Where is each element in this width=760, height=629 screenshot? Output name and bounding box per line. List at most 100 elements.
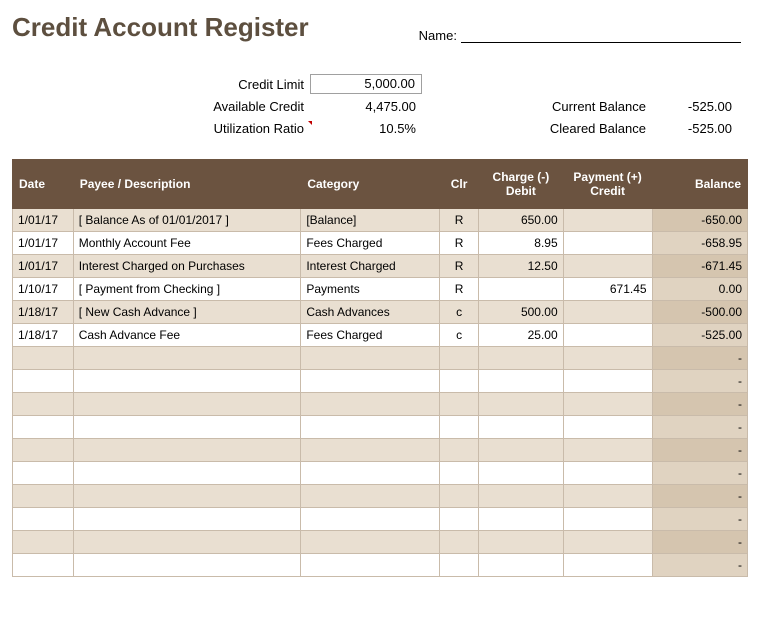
cell-category[interactable] bbox=[301, 531, 440, 554]
table-row[interactable]: 1/10/17[ Payment from Checking ]Payments… bbox=[13, 278, 748, 301]
cell-credit[interactable] bbox=[563, 370, 652, 393]
cell-date[interactable]: 1/18/17 bbox=[13, 301, 74, 324]
cell-category[interactable]: Fees Charged bbox=[301, 232, 440, 255]
table-row[interactable]: 1/18/17Cash Advance FeeFees Chargedc25.0… bbox=[13, 324, 748, 347]
cell-clr[interactable] bbox=[440, 370, 479, 393]
cell-clr[interactable] bbox=[440, 531, 479, 554]
cell-clr[interactable] bbox=[440, 416, 479, 439]
cell-debit[interactable] bbox=[479, 462, 564, 485]
cell-clr[interactable]: R bbox=[440, 278, 479, 301]
cell-balance[interactable]: - bbox=[652, 531, 747, 554]
table-row[interactable]: - bbox=[13, 462, 748, 485]
cell-date[interactable] bbox=[13, 485, 74, 508]
cell-date[interactable] bbox=[13, 439, 74, 462]
cell-credit[interactable] bbox=[563, 301, 652, 324]
cell-clr[interactable] bbox=[440, 508, 479, 531]
cell-date[interactable] bbox=[13, 347, 74, 370]
cell-date[interactable] bbox=[13, 508, 74, 531]
cell-credit[interactable] bbox=[563, 255, 652, 278]
cell-date[interactable]: 1/10/17 bbox=[13, 278, 74, 301]
cell-balance[interactable]: -671.45 bbox=[652, 255, 747, 278]
cell-category[interactable]: Cash Advances bbox=[301, 301, 440, 324]
cell-debit[interactable] bbox=[479, 439, 564, 462]
cell-clr[interactable]: c bbox=[440, 324, 479, 347]
cell-credit[interactable] bbox=[563, 554, 652, 577]
cell-category[interactable]: Interest Charged bbox=[301, 255, 440, 278]
name-input-line[interactable] bbox=[461, 25, 741, 43]
cell-date[interactable] bbox=[13, 393, 74, 416]
table-row[interactable]: - bbox=[13, 439, 748, 462]
cell-debit[interactable]: 8.95 bbox=[479, 232, 564, 255]
cell-payee[interactable] bbox=[73, 485, 301, 508]
cell-clr[interactable]: R bbox=[440, 209, 479, 232]
cell-date[interactable]: 1/01/17 bbox=[13, 232, 74, 255]
cell-credit[interactable] bbox=[563, 485, 652, 508]
cell-date[interactable]: 1/01/17 bbox=[13, 209, 74, 232]
cell-debit[interactable] bbox=[479, 416, 564, 439]
cell-balance[interactable]: - bbox=[652, 554, 747, 577]
cell-payee[interactable] bbox=[73, 508, 301, 531]
cell-category[interactable] bbox=[301, 554, 440, 577]
cell-category[interactable]: Payments bbox=[301, 278, 440, 301]
cell-date[interactable] bbox=[13, 462, 74, 485]
cell-debit[interactable] bbox=[479, 485, 564, 508]
cell-clr[interactable]: c bbox=[440, 301, 479, 324]
cell-credit[interactable] bbox=[563, 209, 652, 232]
cell-balance[interactable]: - bbox=[652, 347, 747, 370]
table-row[interactable]: - bbox=[13, 370, 748, 393]
cell-debit[interactable]: 500.00 bbox=[479, 301, 564, 324]
cell-debit[interactable] bbox=[479, 531, 564, 554]
cell-balance[interactable]: -650.00 bbox=[652, 209, 747, 232]
cell-balance[interactable]: - bbox=[652, 462, 747, 485]
cell-payee[interactable] bbox=[73, 462, 301, 485]
cell-category[interactable]: [Balance] bbox=[301, 209, 440, 232]
cell-credit[interactable] bbox=[563, 324, 652, 347]
table-row[interactable]: - bbox=[13, 508, 748, 531]
cell-clr[interactable] bbox=[440, 462, 479, 485]
cell-debit[interactable] bbox=[479, 347, 564, 370]
cell-credit[interactable] bbox=[563, 439, 652, 462]
cell-category[interactable] bbox=[301, 508, 440, 531]
cell-debit[interactable] bbox=[479, 508, 564, 531]
cell-clr[interactable]: R bbox=[440, 232, 479, 255]
cell-debit[interactable] bbox=[479, 554, 564, 577]
cell-date[interactable]: 1/18/17 bbox=[13, 324, 74, 347]
cell-balance[interactable]: -525.00 bbox=[652, 324, 747, 347]
cell-date[interactable] bbox=[13, 554, 74, 577]
cell-credit[interactable] bbox=[563, 462, 652, 485]
cell-payee[interactable] bbox=[73, 416, 301, 439]
cell-balance[interactable]: -500.00 bbox=[652, 301, 747, 324]
cell-payee[interactable] bbox=[73, 393, 301, 416]
cell-payee[interactable]: [ New Cash Advance ] bbox=[73, 301, 301, 324]
cell-balance[interactable]: - bbox=[652, 485, 747, 508]
cell-clr[interactable] bbox=[440, 485, 479, 508]
cell-payee[interactable] bbox=[73, 554, 301, 577]
cell-debit[interactable] bbox=[479, 278, 564, 301]
cell-balance[interactable]: - bbox=[652, 370, 747, 393]
cell-balance[interactable]: - bbox=[652, 508, 747, 531]
table-row[interactable]: 1/01/17[ Balance As of 01/01/2017 ][Bala… bbox=[13, 209, 748, 232]
cell-payee[interactable] bbox=[73, 370, 301, 393]
cell-clr[interactable]: R bbox=[440, 255, 479, 278]
cell-payee[interactable] bbox=[73, 439, 301, 462]
cell-payee[interactable]: [ Balance As of 01/01/2017 ] bbox=[73, 209, 301, 232]
table-row[interactable]: - bbox=[13, 531, 748, 554]
cell-category[interactable] bbox=[301, 462, 440, 485]
cell-category[interactable] bbox=[301, 485, 440, 508]
credit-limit-value[interactable]: 5,000.00 bbox=[310, 74, 422, 94]
cell-payee[interactable] bbox=[73, 347, 301, 370]
table-row[interactable]: - bbox=[13, 393, 748, 416]
table-row[interactable]: 1/01/17Monthly Account FeeFees ChargedR8… bbox=[13, 232, 748, 255]
cell-debit[interactable] bbox=[479, 370, 564, 393]
cell-credit[interactable] bbox=[563, 416, 652, 439]
cell-clr[interactable] bbox=[440, 347, 479, 370]
cell-balance[interactable]: - bbox=[652, 439, 747, 462]
cell-category[interactable]: Fees Charged bbox=[301, 324, 440, 347]
cell-balance[interactable]: 0.00 bbox=[652, 278, 747, 301]
cell-debit[interactable]: 12.50 bbox=[479, 255, 564, 278]
cell-payee[interactable]: Monthly Account Fee bbox=[73, 232, 301, 255]
cell-credit[interactable]: 671.45 bbox=[563, 278, 652, 301]
cell-debit[interactable]: 650.00 bbox=[479, 209, 564, 232]
table-row[interactable]: - bbox=[13, 416, 748, 439]
cell-clr[interactable] bbox=[440, 393, 479, 416]
